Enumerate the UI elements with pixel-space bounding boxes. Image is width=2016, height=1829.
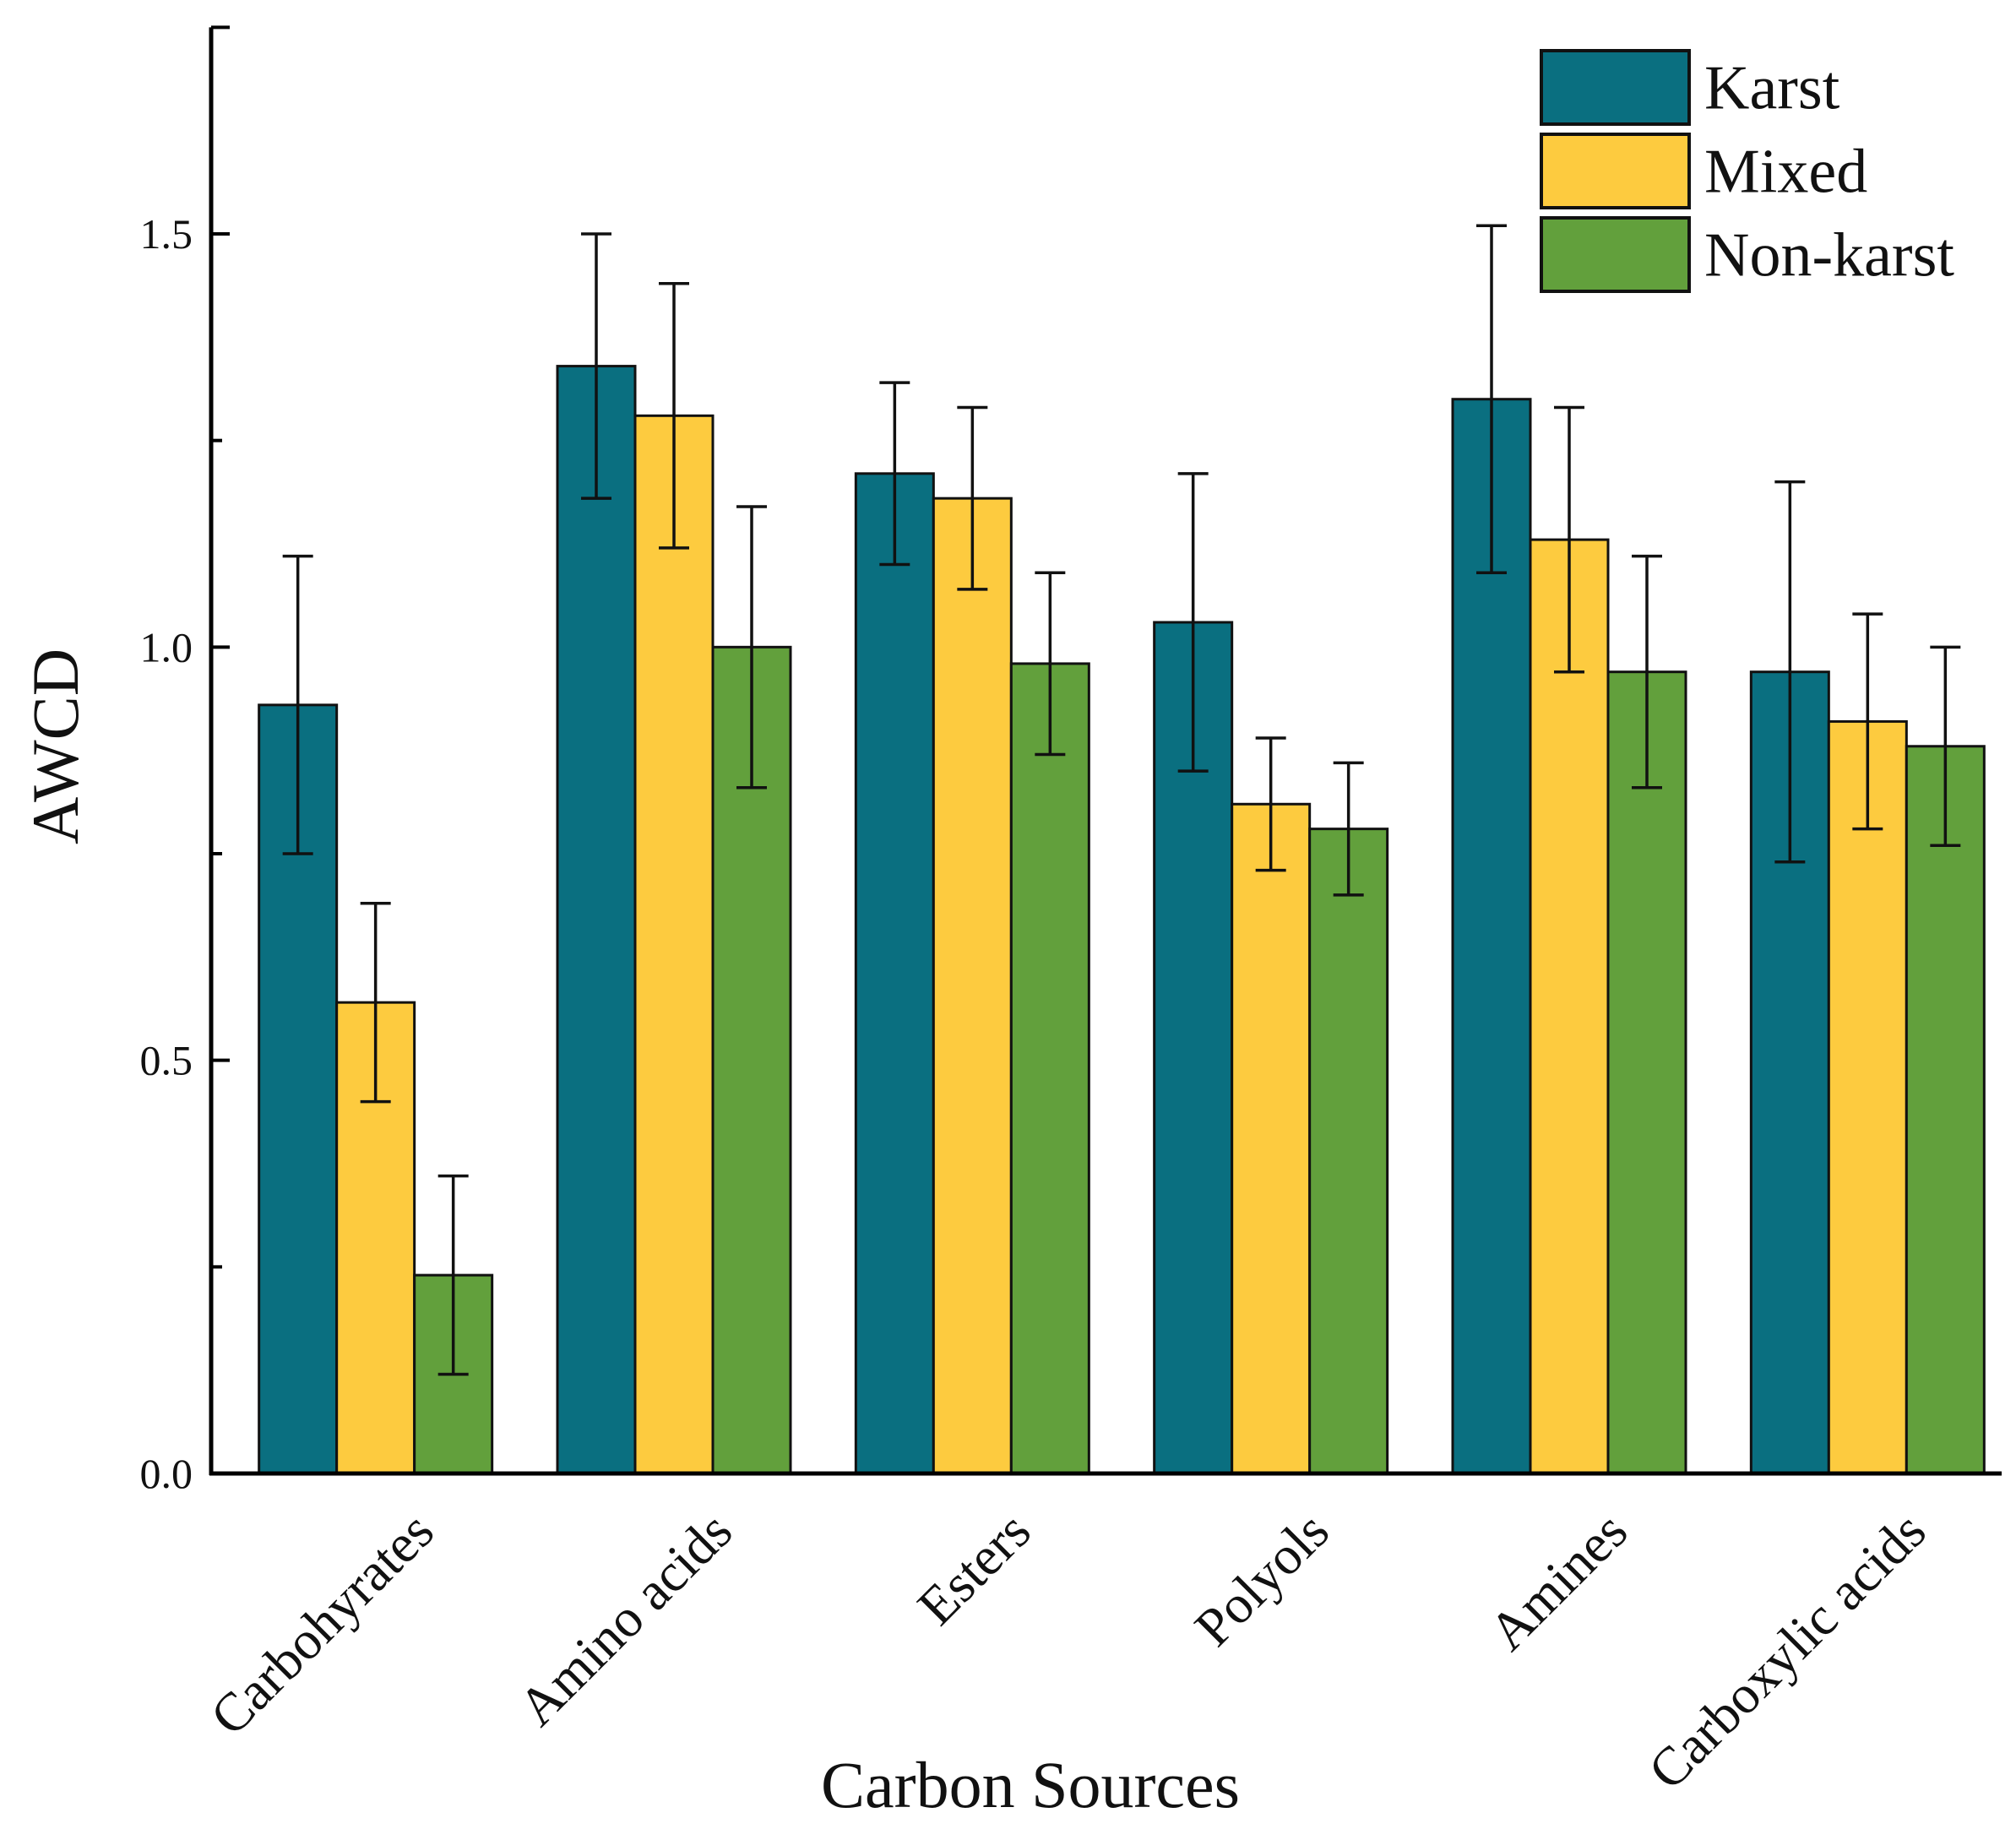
bars-layer xyxy=(258,365,1986,1475)
bar-mixed xyxy=(1529,538,1610,1475)
bar-karst xyxy=(1451,398,1532,1475)
y-tick-label: 1.5 xyxy=(140,210,193,258)
bar-mixed xyxy=(932,497,1013,1475)
bar-karst xyxy=(556,365,637,1475)
y-axis-title: AWCD xyxy=(19,649,92,844)
error-bars-layer xyxy=(282,224,1961,1376)
bar-non-karst xyxy=(1009,662,1090,1475)
bar-mixed xyxy=(1231,802,1312,1475)
y-ticks: 0.0 0.5 1.0 1.5 xyxy=(140,25,230,1497)
x-tick-label: Carboxylic acids xyxy=(1637,1501,1937,1801)
legend-label: Mixed xyxy=(1704,138,1867,207)
y-tick-label: 0.0 xyxy=(140,1450,193,1497)
x-tick-label: Esters xyxy=(906,1501,1042,1636)
bar-mixed xyxy=(633,414,715,1475)
legend-swatch-karst xyxy=(1540,49,1691,126)
x-tick-label: Amines xyxy=(1477,1501,1638,1662)
x-tick-label: Amino acids xyxy=(507,1501,743,1737)
bar-mixed xyxy=(1827,719,1908,1475)
legend-label: Non-karst xyxy=(1704,221,1954,290)
legend-swatch-non-karst xyxy=(1540,216,1691,293)
axes-layer xyxy=(209,27,2002,1476)
legend: Karst Mixed Non-karst xyxy=(1540,49,1954,293)
y-tick-label: 1.0 xyxy=(140,623,193,670)
x-tick-label: Polyols xyxy=(1183,1501,1340,1658)
x-axis-title: Carbon Sources xyxy=(821,1748,1240,1821)
y-tick-label: 0.5 xyxy=(140,1037,193,1084)
bar-non-karst xyxy=(1905,745,1986,1475)
bar-non-karst xyxy=(1308,828,1389,1475)
bar-non-karst xyxy=(711,645,792,1475)
legend-label: Karst xyxy=(1704,54,1840,123)
x-tick-label: Carbohyrates xyxy=(198,1501,444,1746)
bar-karst xyxy=(854,472,935,1475)
legend-swatch-mixed xyxy=(1540,133,1691,209)
bar-non-karst xyxy=(1606,670,1687,1475)
